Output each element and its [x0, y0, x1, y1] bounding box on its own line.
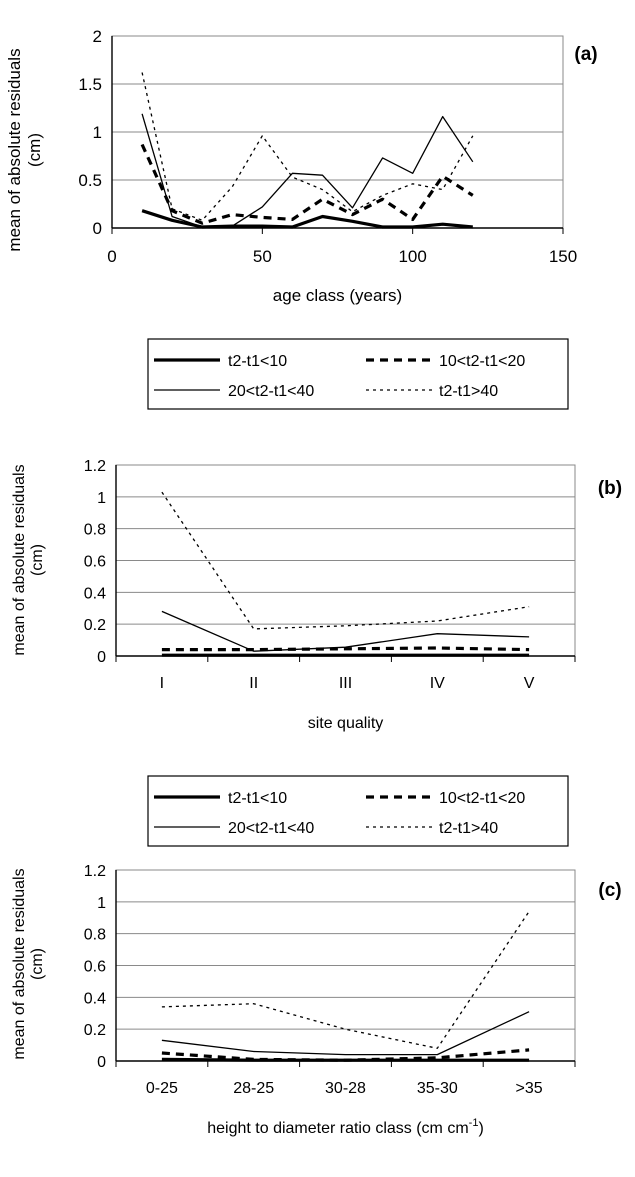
legend-label: 20<t2-t1<40 [228, 383, 314, 400]
legend-box [147, 775, 569, 847]
x-tick-label: 30-28 [325, 1080, 366, 1097]
y-tick-label: 0 [97, 649, 106, 666]
panel-label: (a) [574, 44, 597, 65]
x-axis-title: age class (years) [273, 286, 402, 305]
x-tick-label: 35-30 [417, 1080, 458, 1097]
series-line-1 [141, 209, 473, 229]
x-tick-label: 100 [398, 247, 426, 266]
series-line-2 [161, 646, 530, 652]
y-axis-unit: (cm) [29, 948, 46, 980]
x-tick-label: 28-25 [233, 1080, 274, 1097]
y-tick-label: 0.4 [84, 585, 106, 602]
y-tick-label: 0.8 [84, 522, 106, 539]
x-tick-label: V [524, 675, 535, 692]
y-tick-label: 1.2 [84, 863, 106, 880]
series-line-4 [161, 911, 530, 1049]
y-tick-label: 0 [97, 1054, 106, 1071]
y-tick-label: 2 [93, 27, 102, 46]
series-line-3 [161, 610, 530, 652]
y-axis-unit: (cm) [25, 133, 44, 167]
y-axis-unit: (cm) [29, 544, 46, 576]
y-axis-title: mean of absolute residuals [11, 868, 28, 1059]
series-line-4 [141, 72, 474, 221]
x-tick-label: 0 [107, 247, 116, 266]
y-tick-label: 0.6 [84, 554, 106, 571]
y-tick-label: 0.8 [84, 927, 106, 944]
x-tick-label: III [339, 675, 352, 692]
chart-panel-c: 0 0.2 0.4 0.6 0.8 1 1.2 0-25 28-25 30-28 35-30 >35 h… [11, 863, 622, 1137]
x-tick-label: II [249, 675, 258, 692]
y-axis-title: mean of absolute residuals [11, 464, 28, 655]
x-tick-label: 50 [253, 247, 272, 266]
y-tick-label: 0.6 [84, 959, 106, 976]
series-line-2 [140, 143, 474, 225]
legend-1: t2-t1<10 10<t2-t1<20 20<t2-t1<40 t2-t1>40 [147, 338, 569, 410]
series-line-1 [161, 1057, 530, 1062]
y-tick-label: 1.5 [78, 75, 102, 94]
x-axis-title: height to diameter ratio class (cm cm-1) [207, 1117, 484, 1137]
panel-label: (b) [598, 478, 622, 499]
legend-label: 10<t2-t1<20 [439, 353, 525, 370]
x-tick-label: IV [430, 675, 445, 692]
y-tick-label: 0.4 [84, 990, 106, 1007]
legend-label: t2-t1>40 [439, 383, 498, 400]
legend-box [147, 338, 569, 410]
y-tick-label: 0.2 [84, 617, 106, 634]
x-axis-title: site quality [308, 715, 384, 732]
legend-label: t2-t1<10 [228, 353, 287, 370]
legend-label: t2-t1>40 [439, 820, 498, 837]
series-line-3 [161, 1011, 530, 1056]
panel-label: (c) [598, 880, 621, 901]
legend-2: t2-t1<10 10<t2-t1<20 20<t2-t1<40 t2-t1>40 [147, 775, 569, 847]
legend-label: 10<t2-t1<20 [439, 790, 525, 807]
y-tick-label: 1.2 [84, 458, 106, 475]
legend-label: 20<t2-t1<40 [228, 820, 314, 837]
x-tick-label: >35 [516, 1080, 543, 1097]
y-tick-label: 1 [97, 895, 106, 912]
y-tick-label: 1 [97, 490, 106, 507]
series-line-4 [161, 491, 530, 630]
x-tick-label: I [160, 675, 164, 692]
y-axis-title: mean of absolute residuals [5, 48, 24, 251]
y-tick-label: 1 [93, 123, 102, 142]
y-tick-label: 0.2 [84, 1022, 106, 1039]
x-tick-label: 0-25 [146, 1080, 178, 1097]
chart-panel-a: 0 0.5 1 1.5 2 0 50 100 150 age class (years) mean … [5, 27, 598, 305]
x-tick-label: 150 [549, 247, 577, 266]
y-tick-label: 0 [93, 219, 102, 238]
y-tick-label: 0.5 [78, 171, 102, 190]
legend-label: t2-t1<10 [228, 790, 287, 807]
